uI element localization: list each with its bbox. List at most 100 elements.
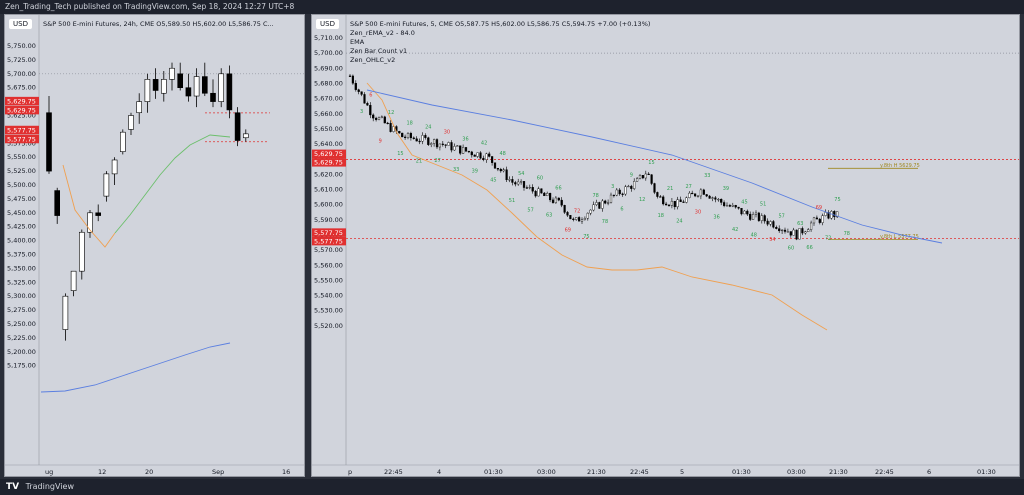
bar-count-label: 45 xyxy=(741,199,747,205)
candle xyxy=(598,202,601,209)
time-tick-label: p xyxy=(348,468,352,476)
left-chart-panel[interactable]: 5,750.005,725.005,700.005,675.005,650.00… xyxy=(4,14,305,477)
candle xyxy=(798,228,801,240)
candle xyxy=(401,132,404,138)
currency-button[interactable]: USD xyxy=(316,19,339,29)
candle xyxy=(363,94,366,104)
bar-count-label: 75 xyxy=(583,234,589,240)
indicator-rema[interactable]: Zen_rEMA_v2 - 84.0 xyxy=(350,29,415,37)
price-tick-label: 5,640.00 xyxy=(314,140,343,148)
bar-count-label: 72 xyxy=(574,208,580,214)
right-chart-legend: S&P 500 E-mini Futures, 5, CME O5,587.75… xyxy=(350,20,650,65)
time-tick-label: 22:45 xyxy=(630,468,649,476)
price-tick-label: 5,450.00 xyxy=(7,209,36,217)
candle xyxy=(528,186,531,189)
time-tick-label: 03:00 xyxy=(787,468,806,476)
currency-button[interactable]: USD xyxy=(9,19,32,29)
candle xyxy=(775,227,778,229)
candle xyxy=(656,192,659,197)
candle xyxy=(511,179,514,183)
candle xyxy=(459,145,462,154)
publisher-text: Zen_Trading_Tech published on TradingVie… xyxy=(5,2,295,11)
candle xyxy=(746,210,749,215)
candle xyxy=(583,218,586,220)
bar-count-label: 78 xyxy=(602,219,608,225)
price-tick-label: 5,400.00 xyxy=(7,237,36,245)
candle xyxy=(691,192,694,195)
right-chart-panel[interactable]: 5,710.00 5,700.00 5,690.00 5,680.00 5,670.00… xyxy=(311,14,1020,477)
candle xyxy=(615,189,618,196)
candle xyxy=(580,219,584,222)
candle xyxy=(659,196,662,198)
bar-count-label: 63 xyxy=(546,212,552,218)
left-chart-canvas[interactable]: 5,750.005,725.005,700.005,675.005,650.00… xyxy=(5,15,305,477)
candle xyxy=(508,179,511,181)
candle xyxy=(667,204,671,207)
candle xyxy=(650,174,653,184)
price-tick-label: 5,700.00 xyxy=(7,70,36,78)
bar-count-label: 3 xyxy=(611,184,614,190)
right-chart-canvas[interactable]: 5,710.00 5,700.00 5,690.00 5,680.00 5,670.00… xyxy=(312,15,1020,477)
bar-count-label: 12 xyxy=(388,110,394,116)
candle xyxy=(734,205,737,208)
candle xyxy=(354,82,357,90)
candle xyxy=(540,188,543,194)
candle xyxy=(128,115,134,130)
candle xyxy=(496,168,499,170)
price-label-bg xyxy=(312,158,346,167)
bar-count-label: 21 xyxy=(416,158,422,164)
indicator-ohlc[interactable]: Zen_OHLC_v2 xyxy=(350,56,396,64)
candle xyxy=(103,173,110,197)
bar-count-label: 54 xyxy=(518,171,524,177)
price-tick-label: 5,675.00 xyxy=(7,84,36,92)
candle xyxy=(421,135,424,142)
bar-count-label: 21 xyxy=(667,186,673,192)
candle xyxy=(795,229,798,240)
price-label: 5,629.75 xyxy=(314,159,343,167)
bar-count-label: 27 xyxy=(434,158,440,164)
candle xyxy=(743,210,746,215)
level-tag-high: y.8th H 5629.75 xyxy=(880,163,920,169)
bar-count-label: 57 xyxy=(527,208,533,214)
price-tick-label: 5,520.00 xyxy=(314,322,343,330)
candle xyxy=(586,212,589,219)
price-tick-label: 5,275.00 xyxy=(7,306,36,314)
candle xyxy=(383,116,386,124)
candle xyxy=(827,212,830,219)
candle xyxy=(638,175,642,179)
bar-count-label: 60 xyxy=(788,246,794,252)
candle xyxy=(111,159,118,175)
candle xyxy=(357,89,360,92)
price-tick-label: 5,600.00 xyxy=(314,201,343,209)
indicator-bar-count[interactable]: Zen Bar Count v1 xyxy=(350,47,408,55)
bar-count-label: 51 xyxy=(760,202,766,208)
indicator-ema[interactable]: EMA xyxy=(350,38,365,46)
candle xyxy=(607,202,610,204)
candle xyxy=(372,114,375,119)
price-tick-label: 5,690.00 xyxy=(314,64,343,72)
price-tick-label: 5,670.00 xyxy=(314,95,343,103)
candle xyxy=(456,145,459,147)
candle xyxy=(760,215,763,221)
ema-line-green xyxy=(114,134,231,234)
time-tick-label: 01:30 xyxy=(977,468,996,476)
price-label: 5,577.75 xyxy=(7,135,36,143)
price-label-bg xyxy=(312,236,346,246)
bar-count-label: 48 xyxy=(500,151,506,157)
price-tick-label: 5,590.00 xyxy=(314,216,343,224)
candle xyxy=(360,91,363,95)
bar-count-label: 60 xyxy=(537,175,543,181)
candle xyxy=(441,143,444,145)
candle xyxy=(740,208,743,215)
price-tick-label: 5,725.00 xyxy=(7,56,36,64)
candle xyxy=(575,217,578,220)
bar-count-label: 39 xyxy=(472,169,478,175)
candle xyxy=(696,195,700,197)
candle xyxy=(708,195,711,199)
candle xyxy=(482,157,485,160)
price-tick-label: 5,530.00 xyxy=(314,307,343,315)
candle xyxy=(749,213,752,220)
bar-count-label: 39 xyxy=(723,186,729,192)
price-tick-label: 5,575.00 xyxy=(7,139,36,147)
time-tick-label: 22:45 xyxy=(875,468,894,476)
